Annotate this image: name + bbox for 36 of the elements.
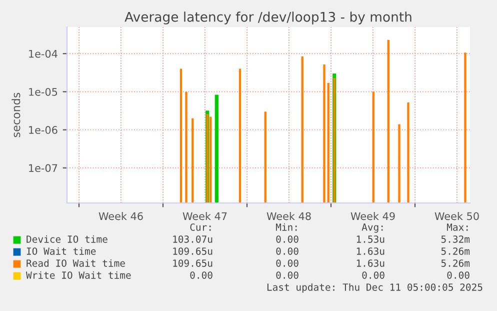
legend-label: Read IO Wait time — [26, 259, 125, 267]
text: Cur: — [190, 223, 211, 231]
x-tick-label: Week 48 — [266, 212, 311, 220]
text: 1.63u — [356, 247, 384, 255]
text: 1.63u — [356, 259, 384, 267]
legend-label: Device IO time — [26, 235, 108, 243]
text: Max: — [446, 224, 468, 231]
x-tick-label: Week 47 — [182, 212, 227, 220]
legend-label: IO Wait time — [26, 247, 96, 255]
text: 5.26m — [441, 247, 470, 255]
text: 5.26m — [441, 259, 470, 267]
x-tick-label: Week 49 — [350, 212, 395, 220]
text: 0.00 — [447, 271, 470, 279]
y-tick-label: 1e-05 — [29, 88, 58, 96]
text: Last update: Thu Dec 11 05:00:05 2025 — [267, 283, 482, 293]
text: 0.00 — [276, 259, 298, 267]
text: 0.00 — [276, 247, 298, 255]
y-axis-title: seconds — [12, 92, 20, 138]
text: 0.00 — [276, 235, 298, 243]
x-tick-label: Week 46 — [98, 212, 143, 220]
text: 0.00 — [276, 271, 298, 279]
text: 1.53u — [356, 235, 384, 243]
y-tick-label: 1e-04 — [29, 50, 58, 58]
x-tick-label: Week 50 — [434, 212, 479, 220]
text: Avg: — [362, 224, 383, 233]
legend-label: Write IO Wait time — [26, 271, 131, 279]
text: 109.65u — [173, 247, 212, 255]
text: 103.07u — [173, 235, 212, 243]
text: 0.00 — [362, 271, 384, 279]
text: 109.65u — [173, 259, 212, 267]
y-tick-label: 1e-07 — [29, 164, 58, 172]
text: 5.32m — [441, 235, 470, 243]
chart-title: Average latency for /dev/loop13 - by month — [124, 12, 412, 24]
text: Min: — [276, 223, 297, 231]
y-tick-label: 1e-06 — [29, 126, 58, 134]
text: 0.00 — [190, 271, 212, 279]
